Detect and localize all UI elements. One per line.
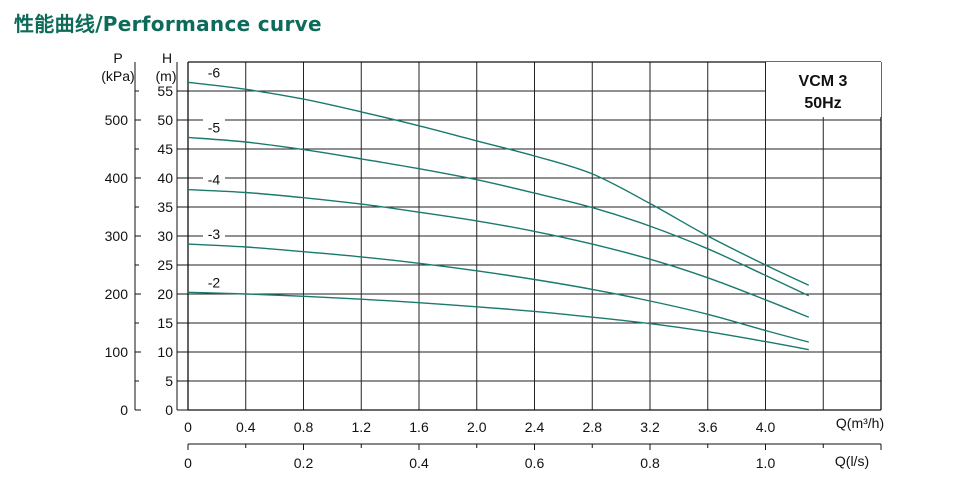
q-ls-tick-label: 0.2 [294,455,314,471]
head-tick-label: 30 [157,228,173,244]
curve-label-bg [202,63,225,81]
pressure-axis-unit: (kPa) [101,68,134,84]
curve-6 [187,81,810,286]
curve-label: -3 [208,226,221,242]
q-ls-tick-label: 0.6 [525,455,545,471]
q-m3h-tick-label: 3.6 [698,419,718,435]
pressure-tick-label: 0 [120,402,128,418]
q-m3h-tick-label: 4.0 [756,419,776,435]
curve-label: -5 [208,119,221,135]
head-tick-label: 15 [157,315,173,331]
head-tick-label: 55 [157,83,173,99]
q-ls-tick-label: 0.8 [640,455,660,471]
curve-label-bg [202,170,225,188]
q-m3h-tick-label: 0 [184,419,192,435]
q-m3h-tick-label: 2.4 [525,419,545,435]
q-m3h-tick-label: 1.6 [409,419,429,435]
q-ls-tick-label: 1.0 [756,455,776,471]
pressure-tick-label: 100 [105,344,129,360]
curve-label: -6 [208,64,221,80]
curve-label: -2 [208,274,221,290]
curve-4 [187,188,810,318]
curve-5 [187,136,810,297]
pressure-axis-title: P [113,50,122,66]
curve-label-bg [202,225,225,243]
head-tick-label: 40 [157,170,173,186]
head-tick-label: 45 [157,141,173,157]
frequency-label: 50Hz [804,95,841,112]
q-m3h-tick-label: 2.0 [467,419,487,435]
chart-axes: 0 5 10 15 20 25 30 35 40 45 50 55 H (m) 0 100 200 300 400 5… [101,50,884,471]
page-title: 性能曲线/Performance curve [14,12,322,36]
pressure-tick-label: 500 [105,112,129,128]
q-m3h-tick-label: 1.2 [352,419,372,435]
pressure-tick-label: 200 [105,286,129,302]
head-axis-unit: (m) [156,68,177,84]
curves: -6 -5 -4 -3 -2 [187,63,810,351]
head-tick-label: 10 [157,344,173,360]
curve-3 [187,243,809,343]
head-tick-label: 0 [165,402,173,418]
curve-label-bg [202,273,225,291]
q-m3h-tick-label: 2.8 [583,419,603,435]
q-m3h-tick-label: 3.2 [640,419,660,435]
pressure-tick-label: 300 [105,228,129,244]
q-m3h-tick-label: 0.8 [294,419,314,435]
head-tick-label: 35 [157,199,173,215]
curve-label-bg [202,118,225,136]
q-m3h-tick-label: 0.4 [236,419,256,435]
q-ls-axis-title: Q(l/s) [835,453,869,469]
pressure-tick-label: 400 [105,170,129,186]
head-axis-title: H [162,50,172,66]
model-title: VCM 3 [799,73,848,90]
model-box [766,62,881,117]
head-tick-label: 50 [157,112,173,128]
curve-2 [187,291,809,351]
q-m3h-axis-title: Q(m³/h) [836,415,884,431]
q-ls-tick-label: 0 [184,455,192,471]
curve-label: -4 [208,172,221,188]
head-tick-label: 5 [165,373,173,389]
head-tick-label: 20 [157,286,173,302]
q-ls-tick-label: 0.4 [409,455,429,471]
head-tick-label: 25 [157,257,173,273]
